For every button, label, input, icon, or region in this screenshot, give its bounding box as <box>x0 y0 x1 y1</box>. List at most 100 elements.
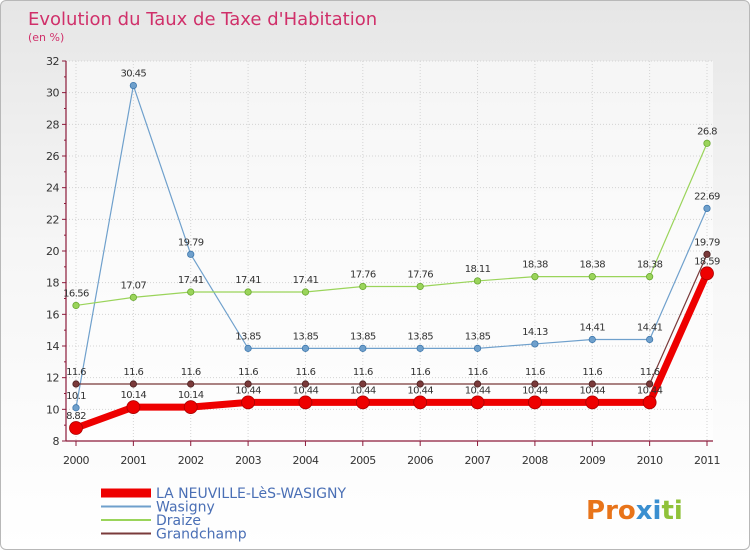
data-point <box>585 395 600 410</box>
grid <box>66 60 713 442</box>
plot-area <box>66 61 713 441</box>
x-tick-label: 2010 <box>637 454 663 467</box>
data-label: 11.6 <box>468 367 488 378</box>
data-label: 17.41 <box>293 275 319 286</box>
data-label: 14.41 <box>637 323 663 334</box>
data-label: 11.6 <box>66 367 86 378</box>
y-tick-label: 28 <box>46 118 59 131</box>
data-point <box>301 288 310 296</box>
data-label: 11.6 <box>353 367 373 378</box>
labels-3: 11.6 11.6 11.6 11.6 11.6 11.6 11.6 11.6 11.6 11.6… <box>66 237 721 378</box>
data-point <box>244 380 252 388</box>
logo-letter: x <box>636 496 653 526</box>
data-label: 14.13 <box>522 327 548 338</box>
data-label: 11.6 <box>582 367 602 378</box>
data-point <box>129 81 137 90</box>
x-tick-label: 2008 <box>522 454 548 467</box>
data-point <box>473 344 482 352</box>
data-point <box>416 344 424 352</box>
y-tick-label: 30 <box>46 87 59 100</box>
data-label: 10.44 <box>522 385 548 396</box>
y-tick-label: 8 <box>53 435 60 448</box>
series-1 <box>72 81 711 412</box>
series-group: 8.82 10.14 10.14 10.44 10.44 10.44 10.44 10.44 1… <box>63 69 721 435</box>
data-point <box>183 400 198 415</box>
legend-label: Grandchamp <box>156 527 247 543</box>
x-tick-label: 2003 <box>235 454 261 467</box>
x-tick-label: 2011 <box>694 454 720 467</box>
data-label: 17.07 <box>121 280 147 291</box>
data-label: 17.41 <box>178 275 204 286</box>
data-label: 10.44 <box>579 385 605 396</box>
legend: LA NEUVILLE-LèS-WASIGNYWasignyDraizeGran… <box>101 486 346 543</box>
x-tick-label: 2002 <box>178 454 204 467</box>
series-line <box>75 143 708 307</box>
data-label: 19.79 <box>178 237 204 248</box>
data-point <box>298 395 313 410</box>
y-tick-label: 14 <box>46 340 59 353</box>
data-point <box>301 380 310 388</box>
series-3 <box>72 250 711 388</box>
data-label: 10.14 <box>178 390 204 401</box>
series-line <box>75 84 708 408</box>
data-point <box>470 395 485 410</box>
data-label: 11.6 <box>296 367 316 378</box>
data-label: 8.82 <box>66 411 86 422</box>
data-point <box>241 395 255 410</box>
data-point <box>72 404 80 412</box>
labels-0: 8.82 10.14 10.14 10.44 10.44 10.44 10.44 10.44 1… <box>66 256 721 422</box>
x-tick-label: 2005 <box>350 454 376 467</box>
data-label: 13.85 <box>235 331 261 342</box>
data-label: 26.8 <box>697 126 717 137</box>
data-point <box>69 421 83 435</box>
logo-letter: o <box>618 496 636 526</box>
data-point <box>187 250 195 258</box>
data-label: 18.11 <box>465 264 491 275</box>
data-point <box>355 395 370 410</box>
data-point <box>126 400 141 415</box>
chart-title: Evolution du Taux de Taxe d'Habitation <box>28 9 377 30</box>
y-tick-label: 16 <box>46 308 59 321</box>
data-point <box>416 282 424 291</box>
data-label: 11.6 <box>525 367 545 378</box>
data-point <box>244 288 252 296</box>
data-point <box>588 380 596 388</box>
y-tick-label: 24 <box>46 182 59 195</box>
data-label: 19.79 <box>694 237 720 248</box>
data-label: 13.85 <box>465 331 491 342</box>
data-label: 14.41 <box>579 323 605 334</box>
data-label: 11.6 <box>238 367 258 378</box>
data-point <box>588 273 596 281</box>
data-label: 10.1 <box>66 391 86 402</box>
data-point <box>72 380 80 388</box>
data-label: 10.44 <box>407 385 433 396</box>
legend-label: Draize <box>156 513 201 529</box>
data-label: 18.59 <box>694 256 720 267</box>
data-label: 11.6 <box>123 367 143 378</box>
data-point <box>187 380 195 388</box>
data-point <box>301 344 310 352</box>
data-point <box>703 139 711 147</box>
x-tick-label: 2009 <box>579 454 605 467</box>
data-label: 18.38 <box>522 260 548 271</box>
labels-2: 16.56 17.07 17.41 17.41 17.41 17.76 17.76 18.11… <box>63 126 718 299</box>
logo-letter: i <box>653 496 662 526</box>
data-point <box>528 395 542 410</box>
data-point <box>703 250 711 258</box>
proxiti-logo: Proxiti <box>586 496 683 526</box>
data-point <box>359 344 367 352</box>
y-tick-label: 32 <box>46 55 59 68</box>
series-0 <box>69 266 714 435</box>
data-point <box>129 380 137 388</box>
series-2 <box>72 139 711 310</box>
y-tick-label: 20 <box>46 245 59 258</box>
axes: 8 10 12 14 16 18 20 22 24 26 28 30 32 2000 2001 2002 200… <box>46 55 721 467</box>
data-label: 30.45 <box>121 69 147 80</box>
x-tick-label: 2001 <box>120 454 146 467</box>
x-tick-label: 2007 <box>465 454 491 467</box>
data-point <box>531 380 539 388</box>
data-point <box>473 277 482 285</box>
logo-letter: t <box>661 496 673 526</box>
